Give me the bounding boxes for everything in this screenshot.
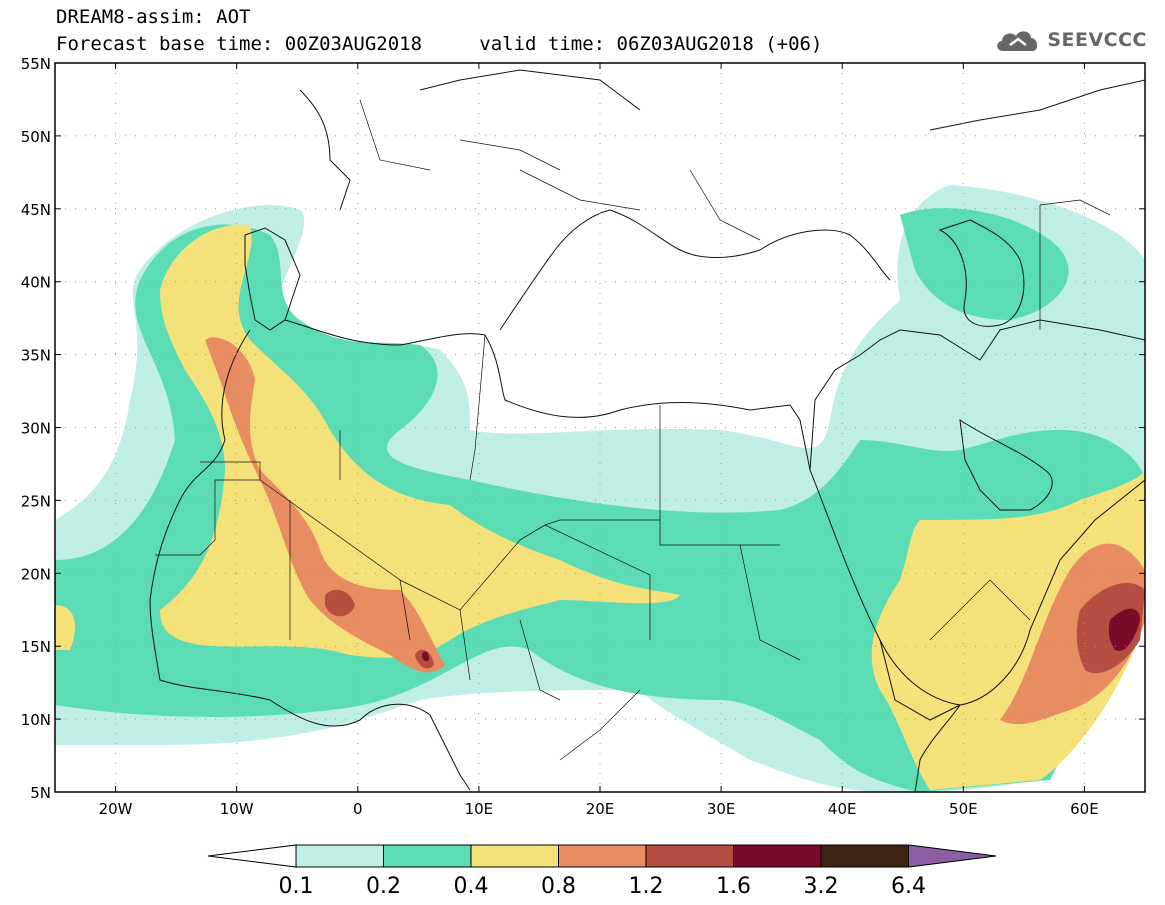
valid-time-label: valid time: 06Z03AUG2018 (+06) bbox=[479, 33, 823, 55]
lon-label: 40E bbox=[828, 800, 857, 818]
colorbar-segment bbox=[733, 844, 822, 868]
map-title: DREAM8-assim: AOT bbox=[56, 6, 251, 28]
map-axes: 55N 50N 45N 40N 35N 30N 25N 20N 15N 10N 5N 20W 10W 0 1… bbox=[21, 55, 1145, 818]
cloud-icon bbox=[997, 31, 1038, 51]
lon-label: 20E bbox=[586, 800, 615, 818]
aot-level-1.6 bbox=[422, 608, 1140, 662]
lon-label: 50E bbox=[949, 800, 978, 818]
colorbar-tick-label: 3.2 bbox=[804, 874, 839, 899]
lat-label: 50N bbox=[21, 128, 51, 146]
lon-label: 60E bbox=[1070, 800, 1099, 818]
lon-label: 10W bbox=[220, 800, 254, 818]
country-borders bbox=[155, 99, 1111, 761]
lat-label: 30N bbox=[21, 420, 51, 438]
colorbar-tick-label: 0.8 bbox=[541, 874, 576, 899]
lat-label: 5N bbox=[30, 784, 51, 802]
lat-label: 15N bbox=[21, 638, 51, 656]
base-time-label: Forecast base time: 00Z03AUG2018 bbox=[56, 33, 423, 55]
lat-label: 10N bbox=[21, 711, 51, 729]
colorbar-tick-label: 6.4 bbox=[891, 874, 926, 899]
seevccc-logo: SEEVCCC bbox=[993, 22, 1147, 58]
colorbar-tick-label: 0.4 bbox=[454, 874, 489, 899]
colorbar-segment bbox=[645, 844, 734, 868]
lat-label: 40N bbox=[21, 274, 51, 292]
colorbar-underflow bbox=[207, 844, 297, 868]
colorbar-segment bbox=[470, 844, 559, 868]
colorbar-overflow bbox=[908, 844, 997, 868]
logo-text: SEEVCCC bbox=[1047, 29, 1147, 51]
aot-field bbox=[55, 185, 1145, 792]
colorbar-tick-label: 0.2 bbox=[366, 874, 401, 899]
colorbar-segment bbox=[820, 844, 909, 868]
colorbar: 0.1 0.2 0.4 0.8 1.2 1.6 3.2 6.4 bbox=[207, 844, 997, 899]
lat-label: 35N bbox=[21, 347, 51, 365]
lat-label: 20N bbox=[21, 565, 51, 583]
lat-label: 25N bbox=[21, 492, 51, 510]
colorbar-tick-label: 1.2 bbox=[629, 874, 664, 899]
lat-label: 55N bbox=[21, 55, 51, 73]
lon-label: 10E bbox=[465, 800, 494, 818]
lon-label: 0 bbox=[353, 800, 363, 818]
colorbar-segment bbox=[558, 844, 647, 868]
lon-label: 20W bbox=[99, 800, 133, 818]
colorbar-segment bbox=[383, 844, 472, 868]
lat-label: 45N bbox=[21, 201, 51, 219]
colorbar-tick-label: 0.1 bbox=[279, 874, 314, 899]
colorbar-segment bbox=[295, 844, 384, 868]
forecast-time-line: Forecast base time: 00Z03AUG2018 valid t… bbox=[56, 33, 822, 55]
colorbar-tick-label: 1.6 bbox=[716, 874, 751, 899]
lon-label: 30E bbox=[707, 800, 736, 818]
